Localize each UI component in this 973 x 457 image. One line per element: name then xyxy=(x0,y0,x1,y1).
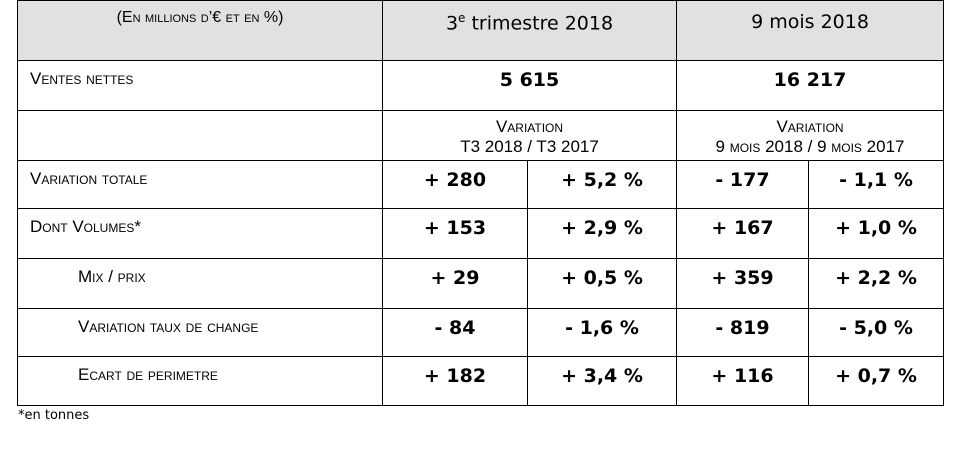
row-label: Variation taux de change xyxy=(17,308,383,357)
cell: + 116 xyxy=(676,356,810,406)
cell: - 84 xyxy=(382,308,528,357)
row-label: Dont Volumes* xyxy=(17,208,383,259)
row-label: Ventes nettes xyxy=(17,60,383,111)
row-label: Ecart de perimetre xyxy=(17,356,383,406)
cell: - 5,0 % xyxy=(808,308,945,357)
footnote: *en tonnes xyxy=(18,408,90,423)
cell: + 280 xyxy=(382,160,528,209)
cell: + 359 xyxy=(676,258,810,309)
text: trimestre 2018 xyxy=(471,12,614,35)
row-label: Mix / prix xyxy=(17,258,383,309)
cell: + 182 xyxy=(382,356,528,406)
cell: - 177 xyxy=(676,160,810,209)
cell xyxy=(17,110,383,161)
cell: + 1,0 % xyxy=(808,208,945,259)
text: Variation xyxy=(776,117,844,136)
row-label: Variation totale xyxy=(17,160,383,209)
cell: 16 217 xyxy=(676,60,945,111)
cell: + 29 xyxy=(382,258,528,309)
cell: + 5,2 % xyxy=(526,160,678,209)
table-row: Ecart de perimetre + 182 + 3,4 % + 116 + 0,7… xyxy=(17,356,945,406)
cell: + 2,2 % xyxy=(808,258,945,309)
table-row: Mix / prix + 29 + 0,5 % + 359 + 2,2 % xyxy=(17,258,945,309)
cell: + 153 xyxy=(382,208,528,259)
cell: 5 615 xyxy=(381,60,678,111)
text: Variation xyxy=(495,117,564,136)
variation-header: Variation 9 mois 2018 / 9 mois 2017 xyxy=(676,110,945,161)
text: e xyxy=(458,11,466,25)
cell: + 0,7 % xyxy=(808,356,945,406)
cell: - 819 xyxy=(676,308,810,357)
text: 3 xyxy=(445,12,459,35)
table-body: Variation totale + 280 + 5,2 % - 177- 1,1 %… xyxy=(17,160,945,406)
cell: - 1,1 % xyxy=(808,160,945,209)
header-q3: 3e trimestre 2018 xyxy=(381,0,678,61)
cell: + 2,9 % xyxy=(526,208,678,259)
cell: + 167 xyxy=(676,208,810,259)
text: 9 mois 2018 / 9 mois 2017 xyxy=(715,137,905,156)
table-row: Variation totale + 280 + 5,2 % - 177- 1,1 % xyxy=(17,160,945,209)
header-label: (En millions d’€ et en %) xyxy=(17,0,383,61)
variation-header: Variation T3 2018 / T3 2017 xyxy=(381,110,678,161)
table-row: Variation taux de change - 84- 1,6 % - 819… xyxy=(17,308,945,357)
text: T3 2018 / T3 2017 xyxy=(460,137,599,156)
cell: - 1,6 % xyxy=(526,308,678,357)
cell: + 3,4 % xyxy=(526,356,678,406)
sales-table: (En millions d’€ et en %) 3e trimestre 2… xyxy=(17,0,945,406)
table-row: Dont Volumes* + 153 + 2,9 % + 167 + 1,0 % xyxy=(17,208,945,259)
header-nine: 9 mois 2018 xyxy=(676,0,945,61)
cell: + 0,5 % xyxy=(526,258,678,309)
